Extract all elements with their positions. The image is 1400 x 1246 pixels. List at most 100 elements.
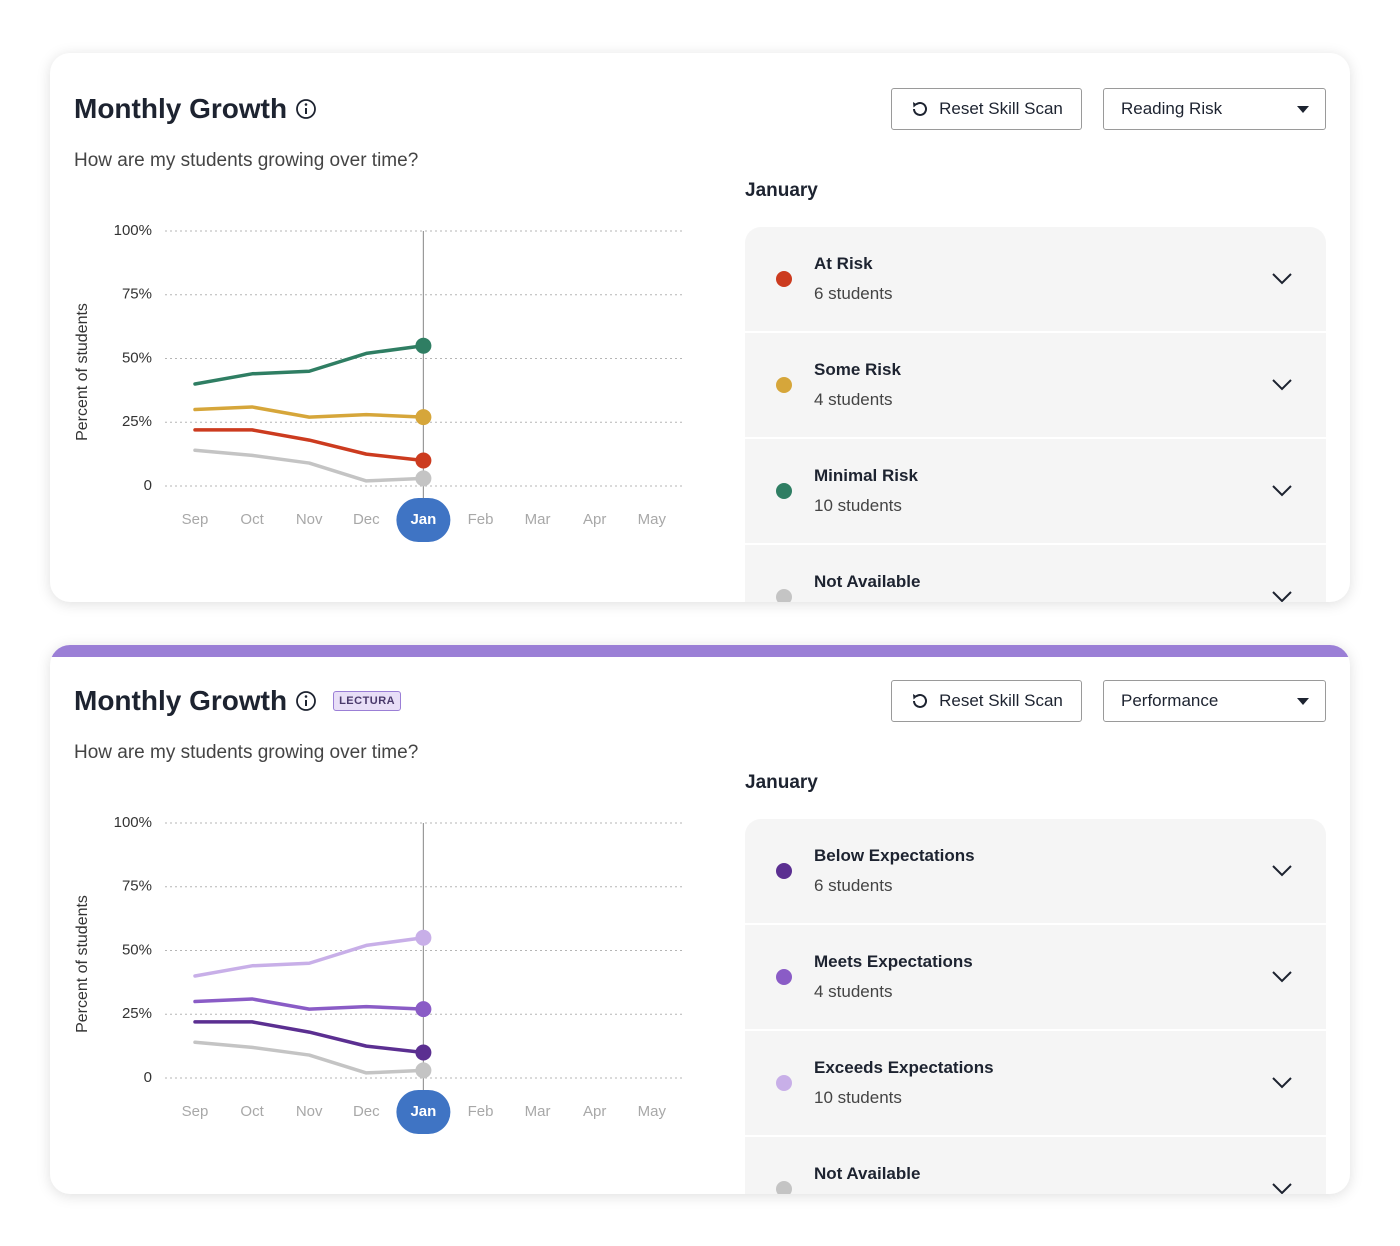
x-tick-label: Apr — [583, 511, 606, 528]
chevron — [1272, 865, 1292, 877]
accent-band — [50, 645, 1350, 657]
x-tick-label: Mar — [525, 511, 551, 528]
y-tick-label: 25% — [122, 1005, 152, 1022]
selected-point — [415, 929, 432, 946]
selected-point — [415, 1001, 432, 1018]
y-tick-label: 75% — [122, 878, 152, 895]
y-axis-label: Percent of students — [74, 303, 91, 441]
chevron — [1272, 273, 1292, 285]
x-tick-label: Jan — [410, 1103, 436, 1120]
reset-button[interactable]: Reset Skill Scan — [891, 680, 1082, 722]
category-name: At Risk — [814, 254, 873, 273]
card-title: Monthly Growth — [74, 93, 288, 124]
chevron-path — [1272, 485, 1292, 497]
category-item[interactable]: Below Expectations 6 students — [745, 819, 1326, 923]
reset-arrow — [913, 102, 918, 108]
legend-dot — [776, 589, 792, 602]
x-tick-label: Apr — [583, 1103, 606, 1120]
chevron-path — [1272, 273, 1292, 285]
series-line — [193, 448, 426, 483]
dropdown-caret — [1297, 106, 1309, 113]
info-dot — [304, 103, 308, 106]
reset-arrow — [913, 694, 918, 700]
category-item[interactable]: Not Available — [745, 1137, 1326, 1194]
reset-button[interactable]: Reset Skill Scan — [891, 88, 1082, 130]
series-line — [193, 405, 426, 419]
series-line — [193, 1040, 426, 1075]
dropdown-label: Performance — [1121, 691, 1219, 710]
reset-icon — [913, 693, 928, 708]
x-tick-label: Sep — [182, 1103, 209, 1120]
category-item[interactable]: Meets Expectations 4 students — [745, 925, 1326, 1029]
category-item[interactable]: Minimal Risk 10 students — [745, 439, 1326, 543]
month-heading: January — [745, 180, 818, 201]
dropdown[interactable]: Reading Risk — [1103, 88, 1326, 130]
reset-label: Reset Skill Scan — [939, 691, 1063, 710]
legend-dot — [776, 377, 792, 393]
y-axis-label: Percent of students — [74, 895, 91, 1033]
info-circle — [296, 691, 316, 711]
title-row: Monthly Growth LECTURA — [74, 681, 402, 721]
x-tick-label: Dec — [353, 511, 380, 528]
category-list: Below Expectations 6 students Meets Expect… — [745, 819, 1326, 1194]
y-tick-label: 50% — [122, 349, 152, 366]
y-tick-label: 50% — [122, 941, 152, 958]
month-heading: January — [745, 772, 818, 793]
category-count: 10 students — [814, 1088, 902, 1107]
dropdown-caret — [1297, 698, 1309, 705]
series-line — [193, 344, 426, 386]
chevron-path — [1272, 1077, 1292, 1089]
x-tick-label: Sep — [182, 511, 209, 528]
caret — [1297, 698, 1309, 705]
selected-point — [415, 1044, 432, 1061]
category-item[interactable]: Not Available — [745, 545, 1326, 602]
reset-arc — [913, 693, 928, 708]
chevron — [1272, 1183, 1292, 1194]
y-tick-label: 25% — [122, 413, 152, 430]
category-name: Not Available — [814, 572, 921, 591]
legend-dot — [776, 1075, 792, 1091]
line-chart: Percent of students 0 25% 50% 75% 100% Sep Oct N… — [74, 222, 683, 542]
selected-point — [415, 470, 432, 487]
category-name: Minimal Risk — [814, 466, 918, 485]
series-line — [193, 936, 426, 978]
category-item[interactable]: Exceeds Expectations 10 students — [745, 1031, 1326, 1135]
selected-month-pill[interactable] — [396, 1090, 451, 1134]
category-count: 10 students — [814, 496, 902, 515]
x-tick-label: Jan — [410, 511, 436, 528]
x-tick-label: Feb — [468, 511, 494, 528]
category-item[interactable]: Some Risk 4 students — [745, 333, 1326, 437]
chevron — [1272, 379, 1292, 391]
chevron-path — [1272, 865, 1292, 877]
x-tick-label: Oct — [240, 511, 264, 528]
selected-point — [415, 337, 432, 354]
card: Monthly Growth LECTURA How are my students… — [50, 645, 1350, 1194]
caret — [1297, 106, 1309, 113]
x-tick-label: May — [638, 1103, 667, 1120]
x-tick-label: Feb — [468, 1103, 494, 1120]
dropdown-label: Reading Risk — [1121, 99, 1223, 118]
reset-label: Reset Skill Scan — [939, 99, 1063, 118]
reset-icon — [913, 101, 928, 116]
category-count: 4 students — [814, 982, 893, 1001]
dropdown[interactable]: Performance — [1103, 680, 1326, 722]
subtitle: How are my students growing over time? — [74, 150, 419, 171]
selected-point — [415, 1062, 432, 1079]
info-dot — [304, 695, 308, 698]
chevron-path — [1272, 379, 1292, 391]
y-tick-label: 0 — [144, 1069, 152, 1086]
x-tick-label: May — [638, 511, 667, 528]
chevron-path — [1272, 971, 1292, 983]
x-tick-label: Dec — [353, 1103, 380, 1120]
category-item[interactable]: At Risk 6 students — [745, 227, 1326, 331]
selected-month-pill[interactable] — [396, 498, 451, 542]
info-icon — [296, 99, 316, 119]
chevron — [1272, 485, 1292, 497]
badge: LECTURA — [333, 691, 402, 711]
category-name: Meets Expectations — [814, 952, 973, 971]
category-name: Not Available — [814, 1164, 921, 1183]
legend-dot — [776, 863, 792, 879]
chevron — [1272, 1077, 1292, 1089]
subtitle: How are my students growing over time? — [74, 742, 419, 763]
